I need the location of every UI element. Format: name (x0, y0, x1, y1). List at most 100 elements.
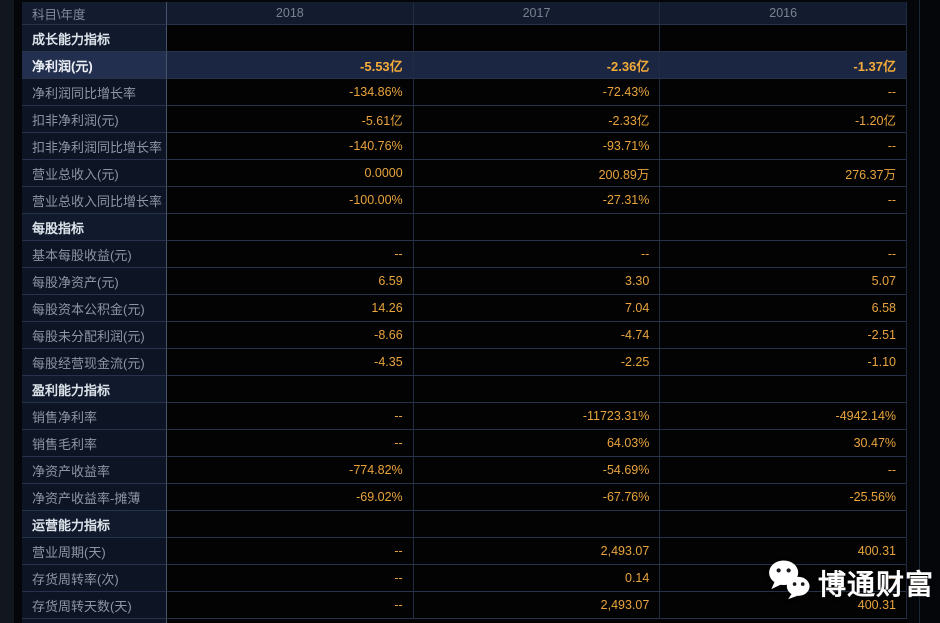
table-row[interactable]: 存货周转天数(天) -- 2,493.07 400.31 (22, 592, 908, 619)
value-cell-2018 (167, 376, 414, 403)
value-cell-2018: 6.59 (167, 268, 414, 295)
table-row[interactable]: 营业总收入同比增长率 -100.00% -27.31% -- (22, 187, 908, 214)
section-header-row: 盈利能力指标 (22, 376, 908, 403)
value-cell-2016: -2.51 (660, 322, 908, 349)
value-cell-2018: -- (167, 430, 414, 457)
row-label: 每股指标 (22, 214, 167, 241)
table-row[interactable]: 扣非净利润(元) -5.61亿 -2.33亿 -1.20亿 (22, 106, 908, 133)
value-cell-2016 (660, 25, 908, 52)
table-row[interactable]: 每股净资产(元) 6.59 3.30 5.07 (22, 268, 908, 295)
value-cell-2018: -774.82% (167, 457, 414, 484)
row-label: 每股资本公积金(元) (22, 295, 167, 322)
value-cell-2017: -67.76% (413, 484, 661, 511)
value-cell-2018: -- (167, 538, 414, 565)
value-cell-2017: 2,493.07 (413, 538, 661, 565)
row-label: 每股净资产(元) (22, 268, 167, 295)
value-cell-2017: 200.89万 (413, 160, 661, 187)
value-cell-2016: 6.58 (660, 295, 908, 322)
value-cell-2016 (660, 511, 908, 538)
value-cell-2016 (660, 214, 908, 241)
row-label: 销售净利率 (22, 403, 167, 430)
row-label: 扣非净利润(元) (22, 106, 167, 133)
value-cell-2018: -5.61亿 (167, 106, 414, 133)
partial-row-label-cell (22, 619, 167, 623)
value-cell-2017: 2,493.07 (413, 592, 661, 619)
value-cell-2017: -- (413, 241, 661, 268)
table-row[interactable]: 基本每股收益(元) -- -- -- (22, 241, 908, 268)
row-label: 存货周转天数(天) (22, 592, 167, 619)
header-year-2017: 2017 (413, 2, 661, 25)
row-label: 净利润(元) (22, 52, 167, 79)
value-cell-2016: -- (660, 565, 908, 592)
partial-next-row (22, 619, 907, 623)
row-label: 净利润同比增长率 (22, 79, 167, 106)
table-row[interactable]: 销售净利率 -- -11723.31% -4942.14% (22, 403, 908, 430)
value-cell-2016: -1.37亿 (660, 52, 908, 79)
section-header-row: 成长能力指标 (22, 25, 908, 52)
value-cell-2017: -11723.31% (413, 403, 661, 430)
value-cell-2016: -- (660, 457, 908, 484)
row-label: 运营能力指标 (22, 511, 167, 538)
value-cell-2018: -8.66 (167, 322, 414, 349)
value-cell-2017: 7.04 (413, 295, 661, 322)
table-row[interactable]: 净利润同比增长率 -134.86% -72.43% -- (22, 79, 908, 106)
value-cell-2018: -140.76% (167, 133, 414, 160)
value-cell-2018: 0.0000 (167, 160, 414, 187)
table-row[interactable]: 每股未分配利润(元) -8.66 -4.74 -2.51 (22, 322, 908, 349)
table-row[interactable]: 扣非净利润同比增长率 -140.76% -93.71% -- (22, 133, 908, 160)
value-cell-2017: -93.71% (413, 133, 661, 160)
header-subject-year-cell: 科目\年度 (22, 2, 167, 25)
table-header-row: 科目\年度 2018 2017 2016 (22, 2, 908, 25)
row-label: 扣非净利润同比增长率 (22, 133, 167, 160)
header-year-2016: 2016 (660, 2, 908, 25)
value-cell-2016: -4942.14% (660, 403, 908, 430)
table-row[interactable]: 净资产收益率-摊薄 -69.02% -67.76% -25.56% (22, 484, 908, 511)
row-label: 营业总收入(元) (22, 160, 167, 187)
value-cell-2017 (413, 214, 661, 241)
value-cell-2017: 0.14 (413, 565, 661, 592)
value-cell-2017: -54.69% (413, 457, 661, 484)
value-cell-2017: -27.31% (413, 187, 661, 214)
value-cell-2018: -- (167, 565, 414, 592)
value-cell-2016: -- (660, 79, 908, 106)
value-cell-2018: -5.53亿 (167, 52, 414, 79)
table-body: 成长能力指标 净利润(元) -5.53亿 -2.36亿 -1.37亿 净利润同比… (22, 25, 908, 619)
value-cell-2016: 30.47% (660, 430, 908, 457)
value-cell-2017: -72.43% (413, 79, 661, 106)
row-label: 销售毛利率 (22, 430, 167, 457)
table-row[interactable]: 每股资本公积金(元) 14.26 7.04 6.58 (22, 295, 908, 322)
value-cell-2016: -- (660, 187, 908, 214)
value-cell-2018: -- (167, 241, 414, 268)
table-row[interactable]: 净利润(元) -5.53亿 -2.36亿 -1.37亿 (22, 52, 908, 79)
table-row[interactable]: 销售毛利率 -- 64.03% 30.47% (22, 430, 908, 457)
section-header-row: 每股指标 (22, 214, 908, 241)
table-row[interactable]: 每股经营现金流(元) -4.35 -2.25 -1.10 (22, 349, 908, 376)
value-cell-2018 (167, 214, 414, 241)
value-cell-2018: -- (167, 403, 414, 430)
table-row[interactable]: 存货周转率(次) -- 0.14 -- (22, 565, 908, 592)
table-row[interactable]: 净资产收益率 -774.82% -54.69% -- (22, 457, 908, 484)
value-cell-2016: 400.31 (660, 592, 908, 619)
section-header-row: 运营能力指标 (22, 511, 908, 538)
row-label: 营业总收入同比增长率 (22, 187, 167, 214)
table-row[interactable]: 营业周期(天) -- 2,493.07 400.31 (22, 538, 908, 565)
value-cell-2016 (660, 376, 908, 403)
value-cell-2016: -- (660, 241, 908, 268)
value-cell-2016: -- (660, 133, 908, 160)
table-row[interactable]: 营业总收入(元) 0.0000 200.89万 276.37万 (22, 160, 908, 187)
value-cell-2018: -4.35 (167, 349, 414, 376)
value-cell-2017: -2.25 (413, 349, 661, 376)
value-cell-2017 (413, 511, 661, 538)
value-cell-2018: -134.86% (167, 79, 414, 106)
value-cell-2018: 14.26 (167, 295, 414, 322)
right-edge-divider (919, 0, 920, 623)
left-edge-strip (0, 0, 14, 623)
row-label: 每股未分配利润(元) (22, 322, 167, 349)
value-cell-2016: -1.20亿 (660, 106, 908, 133)
row-label: 基本每股收益(元) (22, 241, 167, 268)
value-cell-2017: 64.03% (413, 430, 661, 457)
row-label: 净资产收益率-摊薄 (22, 484, 167, 511)
header-year-2018: 2018 (167, 2, 414, 25)
row-label: 盈利能力指标 (22, 376, 167, 403)
